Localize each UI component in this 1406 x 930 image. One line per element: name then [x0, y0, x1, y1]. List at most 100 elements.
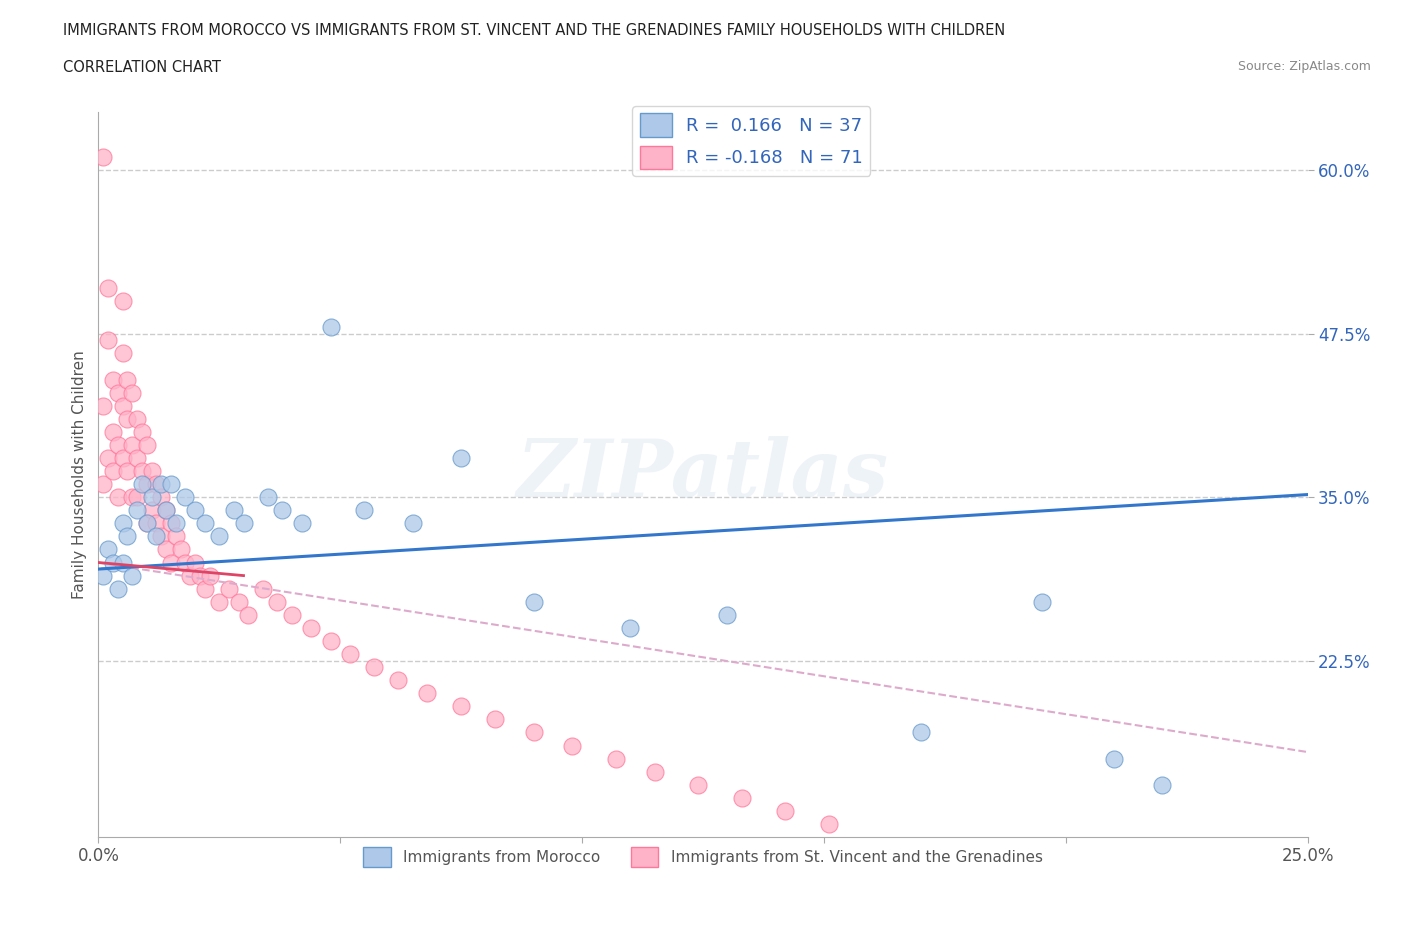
Point [188, 568, 211, 583]
Point [910, 725, 932, 740]
Point [97, 281, 120, 296]
Point [155, 542, 177, 557]
Point [131, 477, 153, 492]
Point [121, 490, 143, 505]
Point [773, 804, 796, 818]
Point [121, 385, 143, 400]
Point [228, 594, 250, 609]
Point [619, 620, 641, 635]
Point [97, 450, 120, 465]
Point [135, 516, 157, 531]
Point [111, 294, 134, 309]
Point [91, 150, 114, 165]
Point [91, 398, 114, 413]
Point [107, 385, 129, 400]
Point [117, 372, 139, 387]
Point [1152, 777, 1174, 792]
Point [117, 463, 139, 478]
Point [131, 424, 153, 439]
Point [817, 817, 839, 831]
Point [117, 411, 139, 426]
Point [169, 542, 191, 557]
Point [281, 607, 304, 622]
Point [160, 516, 183, 531]
Point [107, 437, 129, 452]
Point [194, 516, 217, 531]
Point [111, 346, 134, 361]
Point [101, 372, 124, 387]
Y-axis label: Family Households with Children: Family Households with Children [72, 350, 87, 599]
Point [101, 555, 124, 570]
Point [160, 477, 183, 492]
Point [731, 790, 754, 805]
Point [91, 568, 114, 583]
Point [141, 490, 163, 505]
Point [107, 581, 129, 596]
Point [155, 503, 177, 518]
Text: IMMIGRANTS FROM MOROCCO VS IMMIGRANTS FROM ST. VINCENT AND THE GRENADINES FAMILY: IMMIGRANTS FROM MOROCCO VS IMMIGRANTS FR… [63, 23, 1005, 38]
Point [145, 529, 167, 544]
Point [353, 503, 375, 518]
Point [145, 477, 167, 492]
Point [150, 477, 173, 492]
Point [523, 594, 546, 609]
Point [184, 503, 207, 518]
Point [155, 503, 177, 518]
Point [121, 437, 143, 452]
Point [141, 463, 163, 478]
Point [145, 516, 167, 531]
Point [179, 568, 201, 583]
Point [319, 320, 342, 335]
Point [174, 490, 197, 505]
Point [111, 516, 134, 531]
Point [135, 437, 157, 452]
Point [387, 672, 409, 687]
Point [91, 477, 114, 492]
Point [299, 620, 322, 635]
Point [117, 529, 139, 544]
Point [1031, 594, 1053, 609]
Point [363, 659, 385, 674]
Point [111, 398, 134, 413]
Point [222, 503, 245, 518]
Point [1102, 751, 1125, 766]
Point [402, 516, 425, 531]
Point [688, 777, 710, 792]
Point [160, 555, 183, 570]
Point [101, 463, 124, 478]
Point [252, 581, 274, 596]
Point [174, 555, 197, 570]
Point [232, 516, 254, 531]
Point [716, 607, 738, 622]
Point [127, 450, 149, 465]
Point [208, 594, 231, 609]
Point [208, 529, 231, 544]
Point [605, 751, 627, 766]
Point [165, 516, 187, 531]
Point [135, 477, 157, 492]
Point [131, 463, 153, 478]
Point [107, 490, 129, 505]
Point [101, 424, 124, 439]
Point [97, 542, 120, 557]
Point [127, 411, 149, 426]
Point [484, 712, 506, 727]
Point [561, 738, 583, 753]
Point [150, 490, 173, 505]
Point [218, 581, 240, 596]
Point [450, 450, 472, 465]
Point [450, 698, 472, 713]
Point [256, 490, 278, 505]
Text: ZIPatlas: ZIPatlas [517, 435, 889, 513]
Point [644, 764, 666, 779]
Point [198, 568, 221, 583]
Point [416, 685, 439, 700]
Point [127, 490, 149, 505]
Point [523, 725, 546, 740]
Point [266, 594, 288, 609]
Point [194, 581, 217, 596]
Point [121, 568, 143, 583]
Text: Source: ZipAtlas.com: Source: ZipAtlas.com [1237, 60, 1371, 73]
Point [339, 646, 361, 661]
Point [319, 633, 342, 648]
